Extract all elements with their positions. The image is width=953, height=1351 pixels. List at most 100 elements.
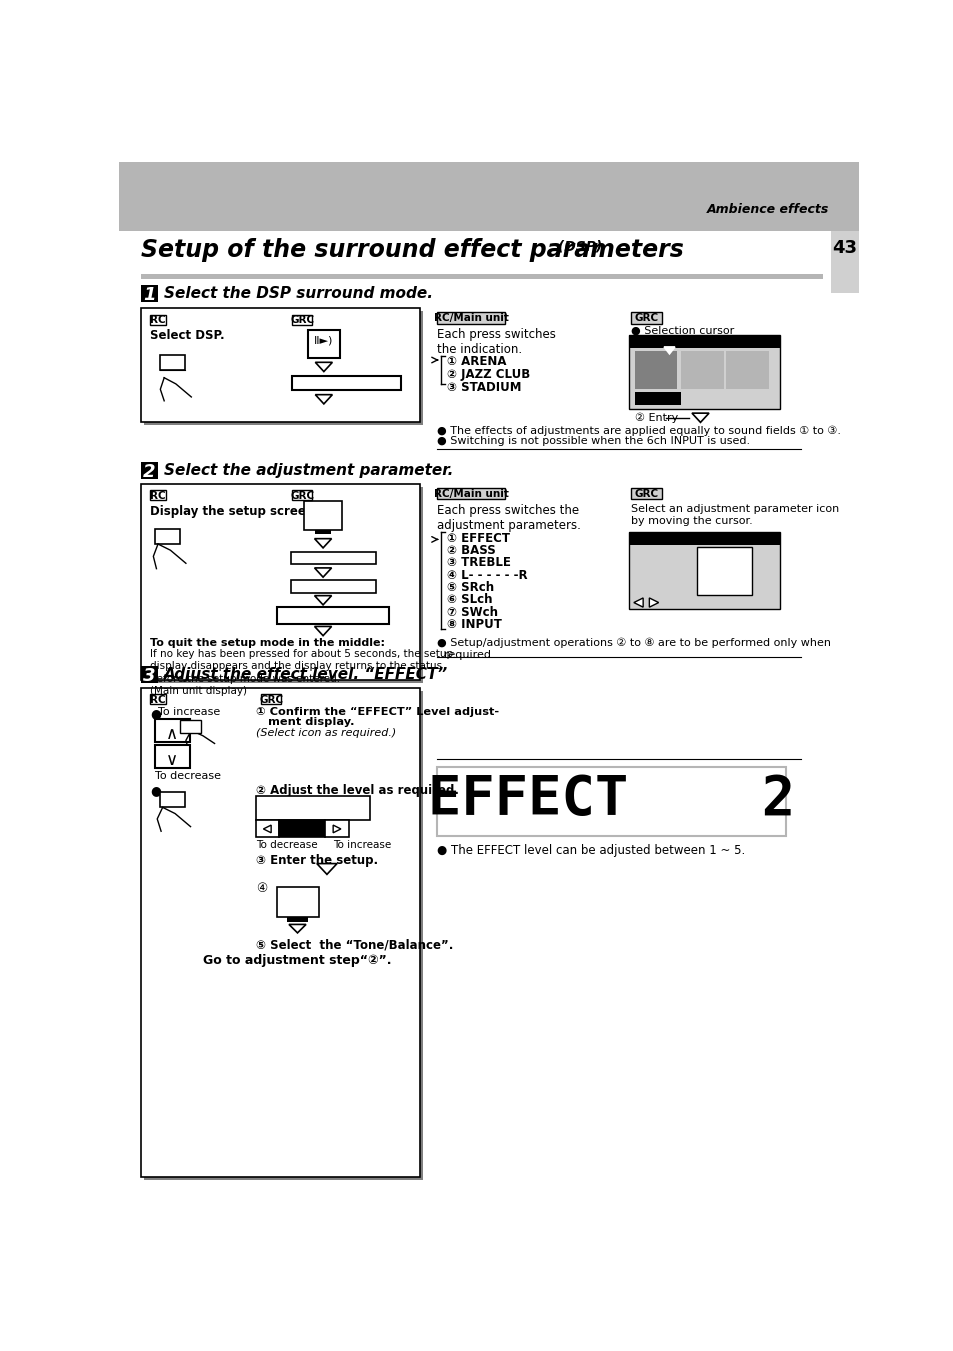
Text: ② BASS: ② BASS (447, 544, 496, 557)
Text: ● Switching is not possible when the 6ch INPUT is used.: ● Switching is not possible when the 6ch… (436, 436, 749, 446)
Bar (292, 490, 312, 500)
Text: Display the setup screen.: Display the setup screen. (150, 505, 319, 517)
Polygon shape (333, 825, 340, 832)
Text: Setup of the surround effect parameters: Setup of the surround effect parameters (141, 238, 683, 262)
Text: Select the DSP surround mode.: Select the DSP surround mode. (164, 286, 433, 301)
Text: ③ Enter the setup.: ③ Enter the setup. (255, 854, 377, 866)
Text: To decrease: To decrease (255, 840, 317, 851)
Bar (276, 607, 389, 624)
Text: 43: 43 (831, 239, 856, 257)
Text: (DSP): (DSP) (553, 239, 602, 253)
Text: ① EFFECT: ① EFFECT (447, 532, 510, 544)
Polygon shape (649, 598, 658, 607)
Bar (629, 532, 780, 609)
Text: ④: ④ (255, 882, 267, 896)
Bar (154, 744, 190, 769)
Text: EFFECT    2: EFFECT 2 (427, 773, 794, 825)
Text: II►): II►) (314, 335, 334, 346)
Text: Select DSP.: Select DSP. (150, 330, 225, 342)
Bar (287, 917, 307, 923)
Text: GRC: GRC (634, 489, 658, 499)
Text: ② Entry: ② Entry (634, 413, 678, 423)
Bar (160, 354, 185, 370)
Bar (630, 312, 661, 324)
Bar (141, 285, 158, 303)
Bar (144, 692, 422, 1179)
Text: Adjust the effect level. “EFFECT”: Adjust the effect level. “EFFECT” (164, 667, 448, 682)
Text: To decrease: To decrease (154, 771, 221, 781)
Bar (629, 532, 780, 544)
Polygon shape (316, 863, 336, 874)
Bar (261, 694, 281, 704)
Text: Each press switches the
adjustment parameters.: Each press switches the adjustment param… (436, 504, 580, 532)
Text: To quit the setup mode in the middle:: To quit the setup mode in the middle: (150, 638, 385, 648)
Bar (436, 488, 505, 500)
Text: GRC: GRC (290, 315, 314, 326)
Text: 2: 2 (143, 463, 155, 481)
Text: ⑤ Select  the “Tone/Balance”.: ⑤ Select the “Tone/Balance”. (255, 939, 453, 951)
Polygon shape (263, 825, 271, 832)
Bar (629, 335, 780, 349)
Bar (141, 274, 822, 280)
Bar (150, 694, 166, 704)
Text: ment display.: ment display. (255, 717, 354, 727)
Text: RC: RC (150, 315, 166, 326)
Bar (150, 490, 166, 500)
Bar (160, 792, 185, 808)
Text: ③ STADIUM: ③ STADIUM (447, 381, 521, 393)
Bar (255, 796, 370, 820)
Text: ●: ● (150, 785, 161, 797)
Text: GRC: GRC (259, 694, 283, 705)
Text: Ambience effects: Ambience effects (706, 203, 828, 216)
Bar (141, 462, 158, 480)
Text: GRC: GRC (634, 313, 658, 323)
Text: ∨: ∨ (166, 751, 178, 769)
Bar (154, 528, 179, 544)
Text: ① ARENA: ① ARENA (447, 354, 506, 367)
Text: RC: RC (150, 490, 166, 501)
Text: To increase: To increase (333, 840, 391, 851)
Text: ④ L- - - - - -R: ④ L- - - - - -R (447, 569, 527, 582)
Polygon shape (633, 598, 642, 607)
Text: ② Adjust the level as required.: ② Adjust the level as required. (255, 785, 458, 797)
Polygon shape (314, 567, 332, 577)
Text: Each press switches
the indication.: Each press switches the indication. (436, 328, 556, 357)
Text: ∧: ∧ (166, 725, 178, 743)
Text: To increase: To increase (158, 707, 220, 716)
Text: ③ TREBLE: ③ TREBLE (447, 557, 511, 569)
Text: ⑧ INPUT: ⑧ INPUT (447, 617, 501, 631)
Bar (303, 501, 342, 530)
Bar (278, 820, 325, 838)
Bar (144, 312, 422, 426)
Bar (154, 719, 190, 742)
Text: Select an adjustment parameter icon
by moving the cursor.: Select an adjustment parameter icon by m… (630, 504, 838, 526)
Bar (291, 551, 375, 565)
Text: ● Setup/adjustment operations ② to ⑧ are to be performed only when
  required.: ● Setup/adjustment operations ② to ⑧ are… (436, 638, 830, 659)
Text: ● The EFFECT level can be adjusted between 1 ~ 5.: ● The EFFECT level can be adjusted betwe… (436, 843, 744, 857)
Text: RC/Main unit: RC/Main unit (434, 313, 508, 323)
Text: 3: 3 (143, 667, 155, 685)
Bar (696, 547, 752, 594)
Polygon shape (314, 596, 332, 605)
Bar (307, 330, 340, 358)
Bar (325, 820, 348, 838)
Polygon shape (314, 627, 332, 636)
Bar (634, 392, 680, 405)
Text: 1: 1 (143, 286, 155, 304)
Text: (Select icon as required.): (Select icon as required.) (255, 728, 395, 738)
Bar (292, 376, 400, 390)
Text: ⑥ SLch: ⑥ SLch (447, 593, 492, 607)
Text: Select the adjustment parameter.: Select the adjustment parameter. (164, 463, 453, 478)
Bar (634, 351, 677, 389)
Bar (436, 312, 505, 324)
Bar (292, 315, 312, 324)
Polygon shape (315, 394, 332, 404)
Bar (119, 162, 858, 231)
Polygon shape (315, 362, 332, 372)
Text: ● The effects of adjustments are applied equally to sound fields ① to ③.: ● The effects of adjustments are applied… (436, 426, 841, 436)
Bar (255, 820, 278, 838)
Text: RC/Main unit: RC/Main unit (434, 489, 508, 499)
Bar (144, 488, 422, 684)
Text: ① Confirm the “EFFECT” Level adjust-: ① Confirm the “EFFECT” Level adjust- (255, 708, 498, 717)
Bar (141, 308, 419, 423)
